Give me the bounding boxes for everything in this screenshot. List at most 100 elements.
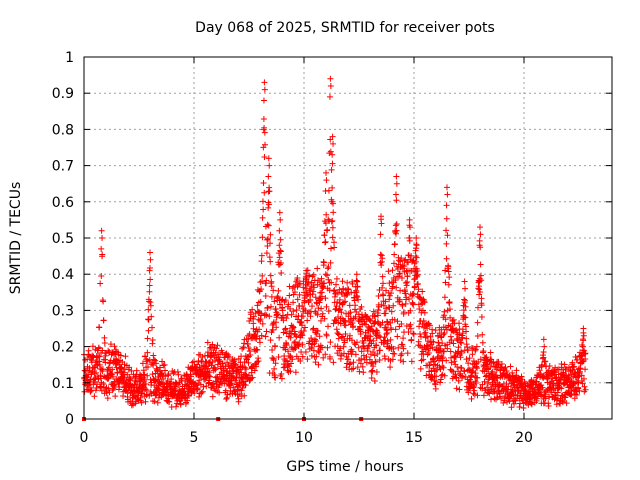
data-point — [444, 191, 451, 198]
data-point — [113, 356, 120, 363]
data-point — [405, 329, 412, 336]
data-point — [430, 339, 437, 345]
data-point — [259, 234, 266, 241]
data-point — [149, 324, 156, 331]
data-point — [522, 399, 529, 406]
data-point — [145, 306, 152, 313]
data-point — [342, 322, 349, 329]
data-point — [296, 291, 303, 298]
data-point — [500, 399, 507, 406]
data-point — [375, 312, 382, 319]
data-point — [477, 261, 484, 268]
data-point — [308, 335, 315, 342]
data-point — [387, 319, 394, 326]
data-point — [195, 380, 202, 387]
data-point — [262, 141, 269, 148]
data-point — [245, 353, 252, 360]
data-point — [509, 369, 516, 376]
data-point — [232, 377, 239, 384]
data-point — [392, 222, 399, 229]
data-point — [149, 371, 156, 378]
data-point — [412, 253, 419, 260]
data-point — [286, 292, 293, 299]
data-point — [323, 303, 330, 310]
data-point — [177, 401, 184, 408]
data-point — [476, 242, 483, 249]
data-point — [400, 309, 407, 316]
data-point — [254, 302, 261, 309]
data-point — [300, 327, 307, 334]
data-point — [412, 258, 419, 265]
data-point — [165, 371, 172, 378]
data-point — [174, 368, 181, 375]
data-point — [258, 286, 265, 293]
data-point — [277, 260, 284, 267]
data-point — [382, 355, 389, 362]
data-point — [282, 297, 289, 304]
data-point — [437, 379, 444, 386]
data-point — [247, 351, 254, 358]
data-point — [142, 381, 149, 388]
data-point — [97, 280, 104, 287]
data-point — [473, 343, 480, 350]
data-point — [448, 359, 455, 366]
data-point — [224, 359, 231, 366]
data-point — [461, 368, 468, 375]
data-point — [474, 319, 481, 326]
data-point — [498, 395, 505, 402]
data-point — [360, 369, 367, 376]
data-point — [96, 361, 103, 368]
data-point — [214, 342, 221, 349]
data-point — [388, 308, 395, 315]
data-point — [144, 335, 151, 342]
data-point — [330, 359, 337, 366]
data-point — [107, 341, 114, 348]
data-point — [130, 384, 137, 391]
data-point — [432, 385, 439, 392]
data-point — [159, 372, 166, 379]
data-point — [273, 311, 280, 318]
data-point — [580, 337, 587, 344]
data-point — [373, 327, 380, 334]
data-point — [483, 354, 490, 361]
data-point — [223, 350, 230, 357]
data-point — [582, 356, 589, 363]
data-point — [224, 391, 231, 398]
data-point — [320, 259, 327, 266]
data-point — [462, 285, 469, 292]
data-point — [469, 351, 476, 358]
data-point — [91, 393, 98, 400]
data-point — [481, 378, 488, 385]
data-point — [184, 382, 191, 389]
data-point — [276, 242, 283, 249]
data-point — [393, 173, 400, 180]
data-point — [360, 352, 367, 359]
data-point — [146, 282, 153, 289]
data-point — [424, 351, 431, 358]
data-point — [421, 299, 428, 306]
data-point — [242, 382, 249, 389]
data-point — [406, 216, 413, 223]
data-point — [250, 313, 257, 320]
data-point — [453, 385, 460, 392]
data-point — [303, 274, 310, 281]
data-point — [320, 354, 327, 361]
data-point — [537, 391, 544, 398]
data-point — [416, 323, 423, 330]
data-point — [272, 374, 279, 381]
data-point — [563, 400, 570, 407]
data-point — [99, 235, 106, 241]
data-point — [277, 236, 284, 243]
data-point — [391, 350, 398, 357]
data-point — [186, 393, 193, 400]
data-point — [382, 298, 389, 305]
data-point — [478, 277, 485, 284]
data-point — [256, 339, 263, 346]
data-point — [302, 348, 309, 355]
data-point — [166, 398, 173, 405]
data-point — [322, 187, 329, 194]
data-point — [556, 379, 563, 386]
data-point — [400, 358, 407, 365]
data-point — [539, 361, 546, 368]
data-point — [354, 364, 361, 371]
